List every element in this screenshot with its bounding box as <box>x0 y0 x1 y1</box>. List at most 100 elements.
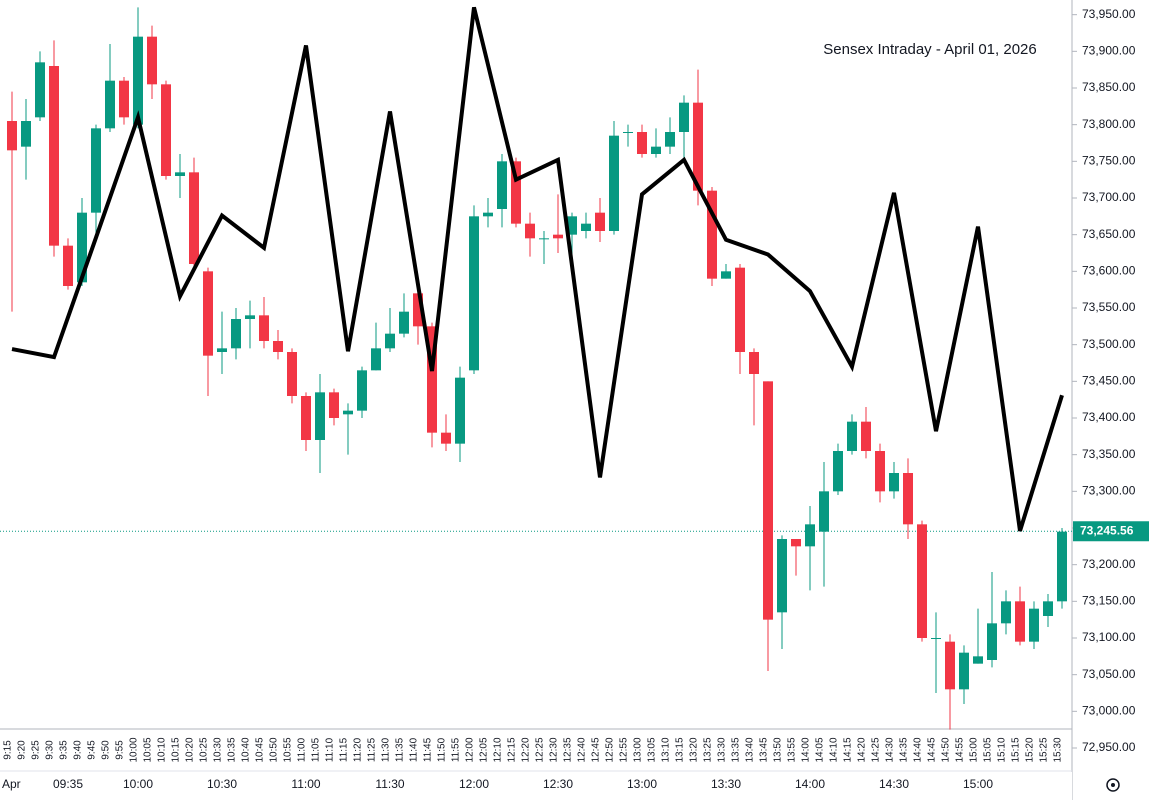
time-axis-label: 13:00 <box>627 777 657 791</box>
x-tick-label: 14:00 <box>801 737 812 762</box>
y-tick-label: 73,050.00 <box>1082 667 1136 681</box>
candle-body <box>315 392 325 440</box>
x-tick-label: 11:25 <box>367 737 378 762</box>
x-tick-label: 9:20 <box>17 740 28 760</box>
x-tick-label: 14:10 <box>829 737 840 762</box>
y-tick-label: 73,700.00 <box>1082 190 1136 204</box>
time-axis-label: 14:30 <box>879 777 909 791</box>
candle-body <box>175 172 185 176</box>
candle-body <box>1057 531 1067 602</box>
candle-body <box>413 293 423 327</box>
x-tick-label: 14:25 <box>871 737 882 762</box>
y-tick-label: 73,550.00 <box>1082 300 1136 314</box>
candle-body <box>371 348 381 371</box>
time-axis-label: 11:00 <box>291 777 320 791</box>
x-tick-label: 14:40 <box>913 737 924 762</box>
candle-body <box>567 216 577 235</box>
candle-body <box>455 377 465 444</box>
y-tick-label: 73,100.00 <box>1082 630 1136 644</box>
x-tick-label: 12:05 <box>479 737 490 762</box>
x-tick-label: 12:35 <box>563 737 574 762</box>
candle-body <box>497 161 507 209</box>
x-tick-label: 13:25 <box>703 737 714 762</box>
x-tick-label: 9:55 <box>115 740 126 760</box>
x-tick-label: 13:20 <box>689 737 700 762</box>
x-tick-label: 13:05 <box>647 737 658 762</box>
x-tick-label: 12:25 <box>535 737 546 762</box>
x-tick-label: 12:00 <box>465 737 476 762</box>
x-tick-label: 12:15 <box>507 737 518 762</box>
y-tick-label: 73,850.00 <box>1082 80 1136 94</box>
overlay-line <box>11 6 1064 532</box>
candle-body <box>231 319 241 349</box>
candle-body <box>399 311 409 334</box>
x-tick-label: 10:45 <box>255 737 266 762</box>
candle-body <box>819 491 829 532</box>
candle-body <box>637 132 647 154</box>
x-tick-label: 15:20 <box>1025 737 1036 762</box>
candle-body <box>203 271 213 356</box>
candle-body <box>581 223 591 231</box>
time-axis-label: 11:30 <box>375 777 404 791</box>
time-axis-label: 10:30 <box>207 777 237 791</box>
candle-body <box>63 245 73 286</box>
x-tick-label: 11:50 <box>437 737 448 762</box>
x-tick-label: 12:50 <box>605 737 616 762</box>
x-tick-label: 15:25 <box>1039 737 1050 762</box>
x-tick-label: 12:20 <box>521 737 532 762</box>
candle-body <box>553 234 563 239</box>
last-price-tag <box>1073 521 1149 542</box>
candle-body <box>917 524 927 638</box>
candle-body <box>525 223 535 239</box>
x-tick-label: 9:15 <box>3 740 14 760</box>
candle-body <box>469 216 479 371</box>
y-tick-label: 73,150.00 <box>1082 594 1136 608</box>
candle-body <box>133 36 143 125</box>
x-tick-label: 10:20 <box>185 737 196 762</box>
x-tick-label: 10:15 <box>171 737 182 762</box>
x-tick-label: 11:10 <box>325 737 336 762</box>
x-tick-label: 14:20 <box>857 737 868 762</box>
candle-body <box>903 473 913 525</box>
x-tick-label: 12:10 <box>493 737 504 762</box>
x-tick-label: 14:30 <box>885 737 896 762</box>
candle-body <box>805 524 815 547</box>
candle-body <box>931 638 941 639</box>
y-tick-label: 73,300.00 <box>1082 484 1136 498</box>
x-tick-label: 15:10 <box>997 737 1008 762</box>
x-tick-label: 11:15 <box>339 737 350 762</box>
x-tick-label: 10:30 <box>213 737 224 762</box>
candle-body <box>651 146 661 154</box>
x-tick-label: 9:45 <box>87 740 98 760</box>
x-tick-label: 11:00 <box>297 737 308 762</box>
candle-body <box>147 36 157 85</box>
y-tick-label: 73,750.00 <box>1082 154 1136 168</box>
candle-body <box>595 212 605 231</box>
x-tick-label: 12:30 <box>549 737 560 762</box>
candles <box>7 7 1067 730</box>
candle-body <box>245 315 255 319</box>
x-tick-label: 9:30 <box>45 740 56 760</box>
y-tick-label: 73,200.00 <box>1082 557 1136 571</box>
candle-body <box>21 121 31 147</box>
candle-body <box>539 238 549 240</box>
candle-body <box>259 315 269 341</box>
candle-body <box>329 392 339 418</box>
candle-body <box>119 80 129 118</box>
candle-body <box>287 352 297 396</box>
time-axis-bg <box>0 772 1072 800</box>
candle-body <box>763 381 773 620</box>
candle-body <box>959 652 969 690</box>
settings-icon[interactable] <box>1106 778 1120 792</box>
candle-body <box>875 451 885 492</box>
candle-body <box>847 421 857 451</box>
candle-body <box>623 132 633 133</box>
y-tick-label: 73,650.00 <box>1082 227 1136 241</box>
candle-body <box>483 212 493 217</box>
x-tick-label: 10:55 <box>283 737 294 762</box>
candle-body <box>1029 608 1039 642</box>
x-tick-label: 13:00 <box>633 737 644 762</box>
candle-body <box>791 539 801 547</box>
